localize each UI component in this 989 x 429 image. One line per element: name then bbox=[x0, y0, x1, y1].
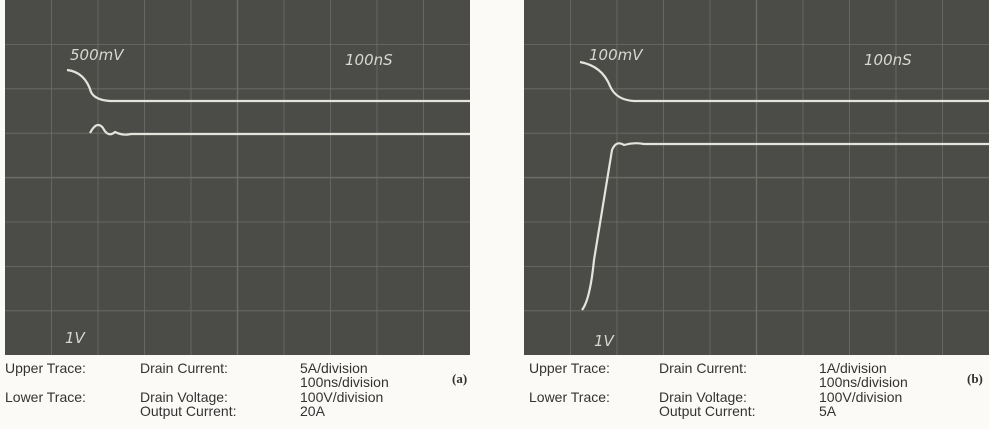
scope-screen: 100mV 100nS 1V bbox=[524, 0, 989, 355]
scope-label: 1V bbox=[65, 329, 87, 347]
panel-b: 100mV 100nS 1V Upper Trace: Drain Curren… bbox=[524, 0, 989, 429]
caption-value: 100ns/division bbox=[300, 376, 389, 389]
scope-label: 500mV bbox=[70, 46, 125, 64]
caption-value: 20A bbox=[300, 405, 325, 418]
caption-value: 5A bbox=[819, 405, 836, 418]
scope-screen: 500mV 100nS 1V bbox=[5, 0, 470, 355]
scope-label: 100nS bbox=[345, 51, 393, 69]
panel-a: 500mV 100nS 1V Upper Trace: Drain Curren… bbox=[5, 0, 470, 429]
scope-label: 100nS bbox=[864, 51, 912, 69]
scope-label: 100mV bbox=[589, 46, 644, 64]
caption-label: Upper Trace: bbox=[5, 362, 86, 375]
caption-value: 100ns/division bbox=[819, 376, 908, 389]
caption-name: Drain Current: bbox=[659, 362, 747, 375]
page: 500mV 100nS 1V Upper Trace: Drain Curren… bbox=[0, 0, 989, 429]
caption-label: Upper Trace: bbox=[529, 362, 610, 375]
caption-name: Output Current: bbox=[140, 405, 237, 418]
caption-label: Lower Trace: bbox=[5, 391, 86, 404]
caption-label: Lower Trace: bbox=[529, 391, 610, 404]
caption-name: Drain Current: bbox=[140, 362, 228, 375]
caption-tag: (b) bbox=[967, 372, 983, 385]
caption-tag: (a) bbox=[452, 372, 467, 385]
scope-label: 1V bbox=[594, 332, 616, 350]
caption-name: Output Current: bbox=[659, 405, 756, 418]
